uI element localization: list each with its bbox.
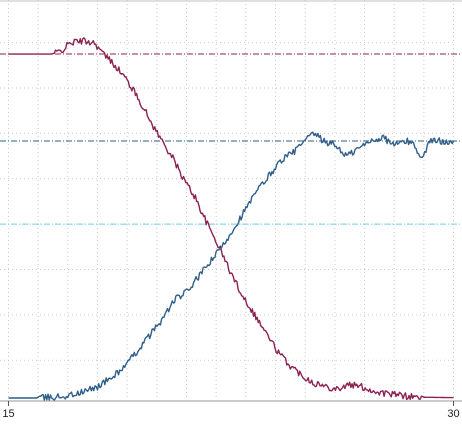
x-tick-label: 15	[2, 408, 14, 420]
x-axis: 15 30	[0, 400, 462, 420]
reference-lines	[0, 53, 462, 225]
series-line-1	[8, 37, 454, 401]
series-line-2	[8, 131, 455, 402]
x-tick-label: 30	[447, 408, 459, 420]
series-lines	[8, 37, 455, 402]
